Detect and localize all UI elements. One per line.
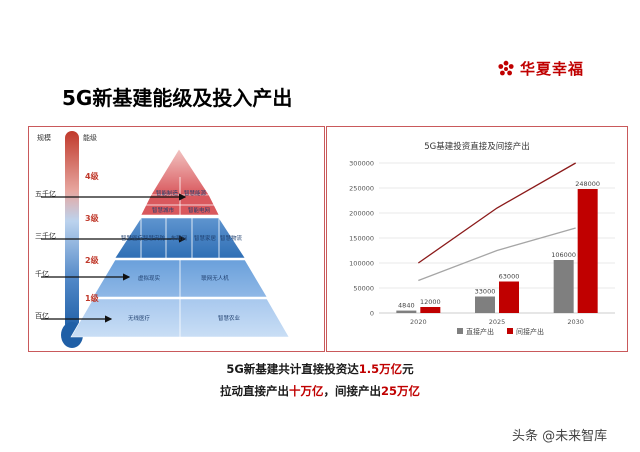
pyramid-cell: 智慧家居 <box>193 236 217 242</box>
scale-label-3000: 三千亿 <box>35 232 56 240</box>
energy-level-diagram: 规模 能级 <box>28 126 325 352</box>
investment-value: 1.5万亿 <box>358 362 403 376</box>
bar-value-label: 63000 <box>499 273 520 281</box>
level-label-4: 4级 <box>85 172 99 181</box>
thermometer-tube <box>65 131 79 331</box>
scale-label-100: 百亿 <box>35 312 49 320</box>
output-chart-panel: 5G基建投资直接及间接产出 0 50000 100000 150000 200000 250… <box>326 126 628 352</box>
brand-name: 华夏幸福 <box>520 60 585 78</box>
bar-indirect <box>420 307 441 313</box>
watermark: 头条 @未来智库 <box>512 429 608 444</box>
y-tick-label: 250000 <box>349 185 374 193</box>
indirect-output-value: 25万亿 <box>380 384 420 398</box>
level-label-3: 3级 <box>85 214 99 223</box>
pyramid-cell: 智慧医疗 <box>120 236 144 242</box>
level-label-2: 2级 <box>85 256 99 265</box>
pyramid-dividers <box>140 177 220 337</box>
y-tick-label: 50000 <box>353 285 374 293</box>
page-title: 5G新基建能级及投入产出 <box>62 86 293 110</box>
bar-value-label: 33000 <box>475 288 496 296</box>
output-chart: 5G基建投资直接及间接产出 0 50000 100000 150000 200000 250… <box>349 141 615 336</box>
x-tick-label: 2030 <box>567 318 584 326</box>
flower-logo-icon <box>498 60 514 75</box>
bar-direct <box>475 296 495 313</box>
chart-title: 5G基建投资直接及间接产出 <box>424 141 530 152</box>
y-tick-label: 100000 <box>349 260 374 268</box>
summary-line-2: 拉动直接产出十万亿，间接产出25万亿 <box>219 384 420 398</box>
pyramid-cell: 智能电网 <box>187 208 211 214</box>
level-arrows <box>41 193 187 323</box>
bar-value-label: 4840 <box>398 302 415 310</box>
pyramid-cell: 虚拟现实 <box>137 276 161 282</box>
summary-line-1: 5G新基建共计直接投资达1.5万亿元 <box>226 362 414 376</box>
legend-swatch <box>507 328 513 334</box>
pyramid-cell: 智慧物流 <box>219 236 243 242</box>
pyramid-cell: 智慧城市 <box>151 208 175 214</box>
trend-line-2 <box>418 227 576 282</box>
pyramid-cell: 智能制造 <box>155 191 179 197</box>
x-tick-label: 2020 <box>410 318 427 326</box>
bar-indirect <box>499 281 519 313</box>
bar-direct <box>553 260 574 313</box>
bar-value-label: 106000 <box>551 251 576 259</box>
y-tick-label: 200000 <box>349 210 374 218</box>
bar-direct <box>396 310 417 313</box>
y-tick-label: 150000 <box>349 235 374 243</box>
legend-label: 直接产出 <box>466 327 494 336</box>
brand-logo: 华夏幸福 <box>497 58 584 79</box>
x-tick-label: 2025 <box>489 318 506 326</box>
bar-value-label: 248000 <box>575 180 600 188</box>
pyramid-cell: 智慧农业 <box>217 316 241 322</box>
legend-swatch <box>457 328 463 334</box>
pyramid-cell: 车联网 <box>170 236 188 242</box>
y-tick-label: 0 <box>370 310 374 318</box>
pyramid-svg <box>41 131 290 348</box>
bar-indirect <box>577 189 598 313</box>
y-tick-label: 300000 <box>349 160 374 168</box>
trend-line-1 <box>417 162 576 264</box>
direct-output-value: 十万亿 <box>288 384 324 398</box>
scale-label-5000: 五千亿 <box>35 190 56 198</box>
pyramid-cell: 联网无人机 <box>201 276 229 282</box>
legend-label: 间接产出 <box>516 327 544 336</box>
summary-text: 5G新基建共计直接投资达1.5万亿元 拉动直接产出十万亿，间接产出25万亿 <box>0 358 640 402</box>
pyramid-cell: 智慧能源 <box>183 191 207 197</box>
pyramid-cell: 智慧安防 <box>142 236 166 242</box>
level-label-1: 1级 <box>85 294 99 303</box>
level-column-header: 能级 <box>83 134 97 142</box>
pyramid-cell: 无线医疗 <box>127 316 151 322</box>
bar-value-label: 12000 <box>420 298 441 306</box>
scale-column-header: 规模 <box>37 134 51 142</box>
scale-label-1000: 千亿 <box>35 270 49 278</box>
